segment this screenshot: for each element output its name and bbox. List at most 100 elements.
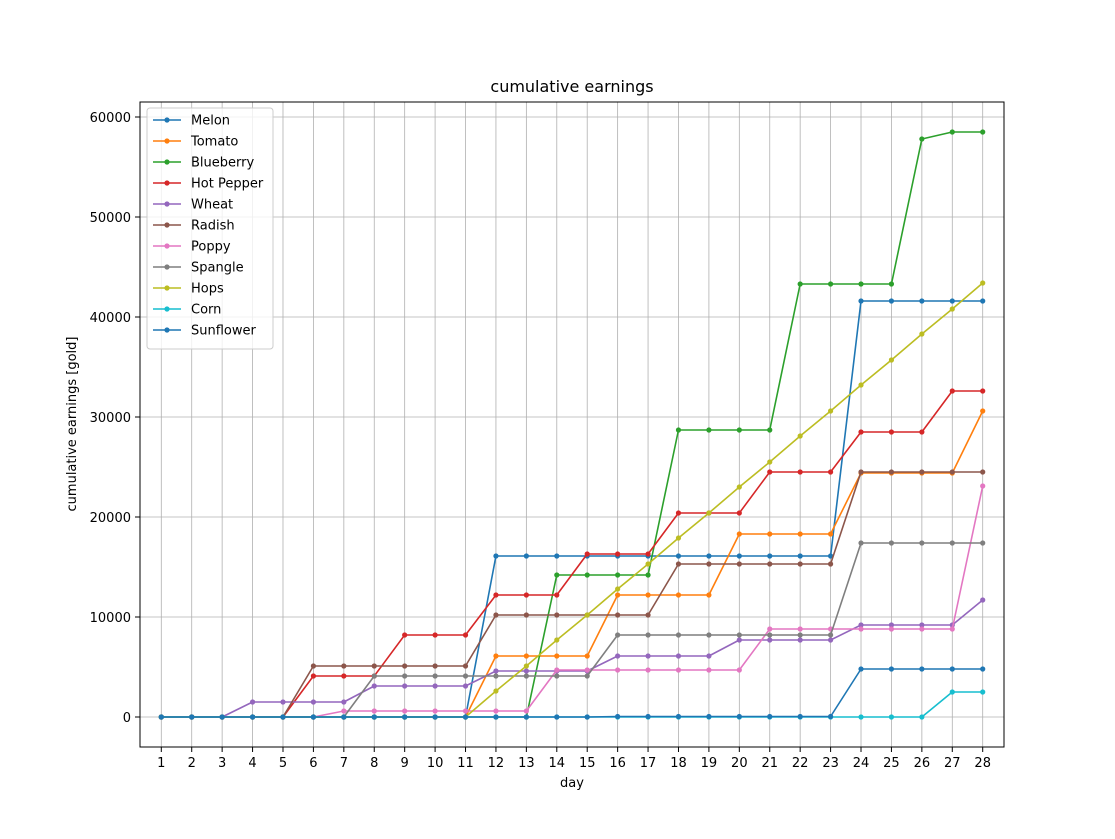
data-point-spangle xyxy=(858,540,864,546)
data-point-corn xyxy=(980,689,986,695)
legend-swatch-marker xyxy=(164,117,170,123)
data-point-wheat xyxy=(980,597,986,603)
legend-label: Poppy xyxy=(191,240,231,255)
data-point-hops xyxy=(767,459,773,465)
data-point-corn xyxy=(858,714,864,720)
data-point-sunflower xyxy=(980,666,986,672)
data-point-poppy xyxy=(402,708,408,714)
data-point-hot-pepper xyxy=(645,551,651,557)
data-point-radish xyxy=(980,469,986,475)
legend-swatch-marker xyxy=(164,201,170,207)
data-point-melon xyxy=(827,553,834,559)
data-point-hops xyxy=(523,663,529,669)
x-tick-label: 9 xyxy=(401,756,409,771)
series-layer xyxy=(158,129,986,720)
data-point-wheat xyxy=(919,622,925,628)
data-point-radish xyxy=(402,663,408,669)
data-point-wheat xyxy=(645,653,651,659)
legend-label: Melon xyxy=(191,114,230,129)
data-point-wheat xyxy=(432,683,438,689)
data-point-melon xyxy=(949,298,955,304)
data-point-tomato xyxy=(980,408,986,414)
y-tick-label: 60000 xyxy=(90,111,131,126)
x-tick-label: 23 xyxy=(822,756,839,771)
data-point-spangle xyxy=(462,673,469,679)
data-point-wheat xyxy=(827,637,834,643)
legend-label: Sunflower xyxy=(191,324,257,339)
y-axis-label: cumulative earnings [gold] xyxy=(65,337,80,512)
y-tick-label: 20000 xyxy=(90,511,131,526)
data-point-spangle xyxy=(371,673,377,679)
data-point-hops xyxy=(919,331,925,337)
data-point-sunflower xyxy=(645,713,651,720)
series-line-radish xyxy=(161,471,983,718)
data-point-tomato xyxy=(493,653,499,659)
data-point-tomato xyxy=(827,531,834,537)
data-point-sunflower xyxy=(797,713,803,720)
legend-swatch-marker xyxy=(164,159,170,165)
y-tick-label: 10000 xyxy=(90,611,131,626)
legend-entry: Hot Pepper xyxy=(153,177,264,192)
data-point-blueberry xyxy=(919,136,925,142)
legend-entry: Sunflower xyxy=(153,324,257,339)
data-point-blueberry xyxy=(675,427,682,433)
data-point-hops xyxy=(645,561,651,567)
legend: Melon Tomato Blueberry Hot Pepper Wheat Radis… xyxy=(146,107,274,350)
data-point-wheat xyxy=(767,637,773,643)
data-point-melon xyxy=(888,298,895,304)
data-point-radish xyxy=(919,469,925,475)
data-point-tomato xyxy=(554,653,560,659)
data-point-wheat xyxy=(280,699,286,705)
x-tick-label: 24 xyxy=(853,756,870,771)
data-point-wheat xyxy=(706,653,712,659)
data-point-radish xyxy=(675,561,682,567)
data-point-hot-pepper xyxy=(584,551,590,557)
x-tick-label: 2 xyxy=(188,756,196,771)
data-point-sunflower xyxy=(584,714,590,720)
data-point-wheat xyxy=(493,668,499,674)
data-point-blueberry xyxy=(888,281,895,287)
data-point-hops xyxy=(797,433,803,439)
data-point-sunflower xyxy=(219,714,225,720)
data-point-poppy xyxy=(523,708,529,714)
data-point-corn xyxy=(888,714,895,720)
data-point-poppy xyxy=(767,626,773,632)
data-point-radish xyxy=(523,612,529,618)
legend-entry: Radish xyxy=(153,219,235,234)
x-tick-label: 6 xyxy=(309,756,317,771)
data-point-hot-pepper xyxy=(493,592,499,598)
data-point-spangle xyxy=(827,632,834,638)
data-point-poppy xyxy=(584,667,590,673)
data-point-hot-pepper xyxy=(432,632,438,638)
data-point-sunflower xyxy=(888,666,895,672)
data-point-wheat xyxy=(615,653,621,659)
legend-entry: Poppy xyxy=(153,240,231,255)
data-point-poppy xyxy=(462,708,469,714)
legend-entry: Hops xyxy=(153,282,224,297)
data-point-melon xyxy=(767,553,773,559)
data-point-spangle xyxy=(645,632,651,638)
data-point-spangle xyxy=(797,632,803,638)
data-point-blueberry xyxy=(736,427,742,433)
x-tick-label: 14 xyxy=(549,756,566,771)
x-tick-label: 25 xyxy=(883,756,900,771)
data-point-radish xyxy=(736,561,742,567)
data-point-wheat xyxy=(341,699,347,705)
data-point-spangle xyxy=(523,673,529,679)
data-point-poppy xyxy=(888,626,895,632)
data-point-poppy xyxy=(432,708,438,714)
data-point-melon xyxy=(554,553,560,559)
data-point-blueberry xyxy=(584,572,590,578)
legend-label: Corn xyxy=(191,303,221,318)
data-point-hops xyxy=(554,637,560,643)
legend-swatch-marker xyxy=(164,222,170,228)
legend-swatch-marker xyxy=(164,306,170,312)
series-line-sunflower xyxy=(161,668,983,718)
data-point-poppy xyxy=(858,626,864,632)
data-point-tomato xyxy=(797,531,803,537)
data-point-hops xyxy=(949,306,955,312)
data-point-radish xyxy=(432,663,438,669)
data-point-sunflower xyxy=(919,666,925,672)
data-point-tomato xyxy=(615,592,621,598)
